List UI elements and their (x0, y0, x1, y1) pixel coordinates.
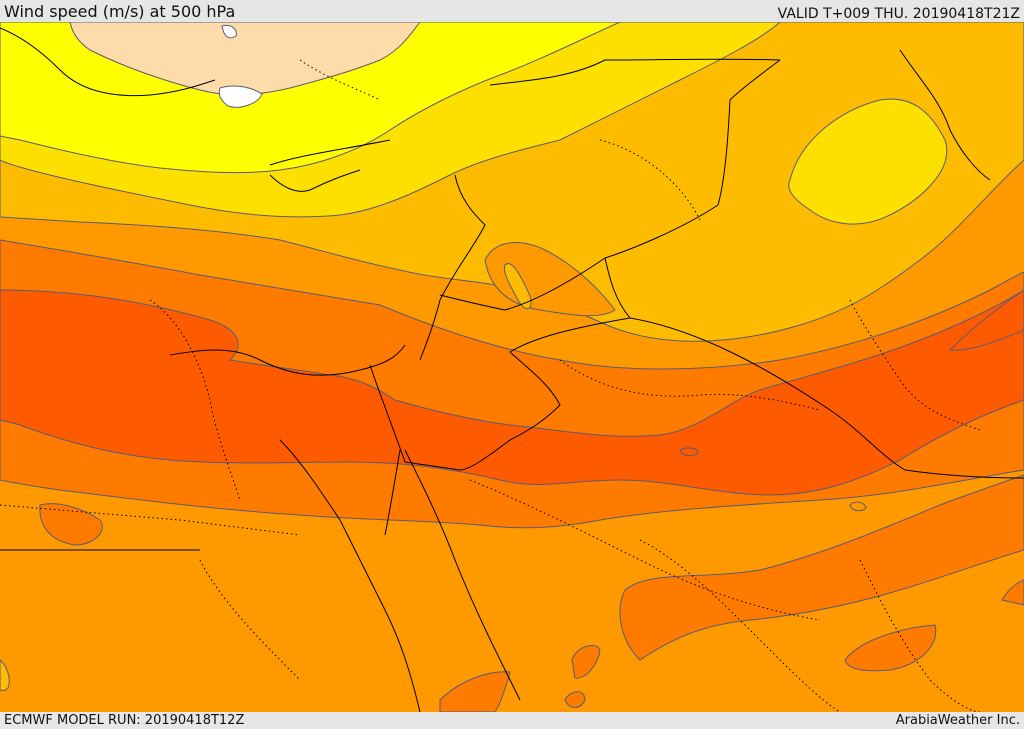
footer-bar: ECMWF MODEL RUN: 20190418T12Z ArabiaWeat… (0, 712, 1024, 729)
band-30-35-blob-b (619, 474, 1024, 661)
map-title: Wind speed (m/s) at 500 hPa (4, 2, 236, 21)
band-35-40 (0, 289, 1024, 496)
band-30-35-blob-f (564, 691, 586, 708)
band-30-35-blob-e (571, 645, 601, 679)
band-20-25-south (0, 659, 10, 691)
valid-time: VALID T+009 THU. 20190418T21Z (777, 6, 1020, 22)
province-borders (0, 59, 981, 712)
wind-speed-map (0, 22, 1024, 712)
band-0-5 (218, 85, 263, 108)
band-15-20-east (788, 98, 948, 225)
band-35-40-pocket-b (948, 289, 1024, 351)
map-area[interactable] (0, 22, 1024, 712)
provider-label: ArabiaWeather Inc. (895, 713, 1020, 728)
model-run-label: ECMWF MODEL RUN: 20190418T12Z (4, 713, 245, 728)
band-30-35-blob-d (439, 671, 511, 712)
band-30-35-blob-c (844, 624, 937, 672)
coastlines (0, 27, 521, 712)
band-35-40-pocket-a (679, 447, 699, 457)
country-borders (0, 49, 1024, 551)
band-0-5-north (221, 25, 237, 39)
band-20-25-pocket (503, 263, 532, 310)
band-25-30-pocket-b (849, 501, 867, 512)
band-30-35-blob-a (39, 503, 103, 546)
header-bar: Wind speed (m/s) at 500 hPa VALID T+009 … (0, 0, 1024, 22)
band-30-35-blob-g (1001, 579, 1024, 606)
